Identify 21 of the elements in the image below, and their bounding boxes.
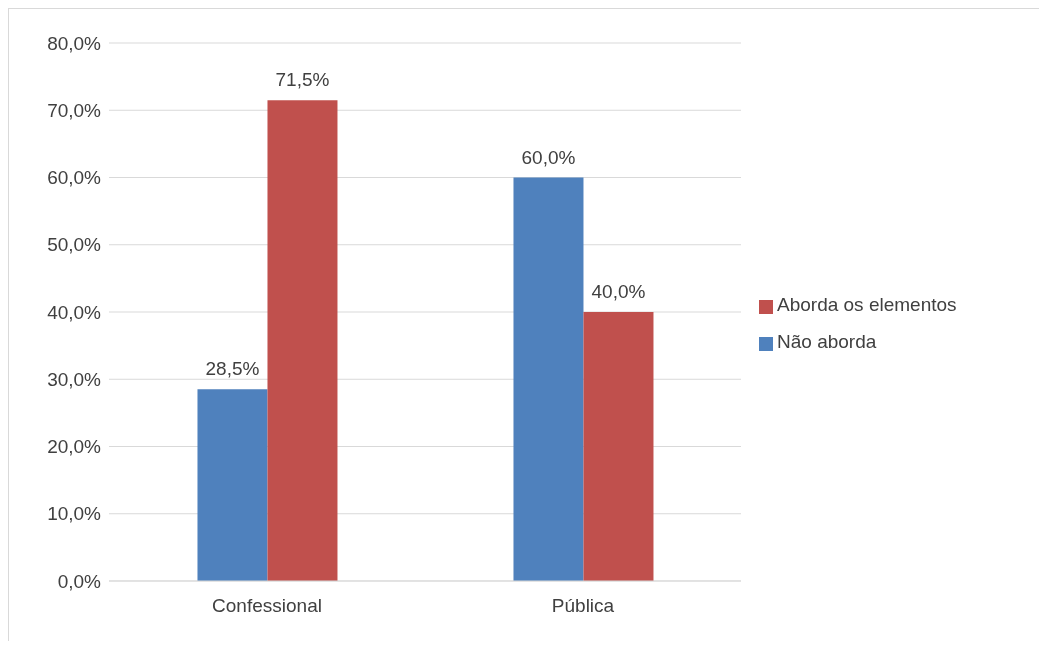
y-tick-label: 0,0% bbox=[57, 570, 102, 592]
data-label: 60,0% bbox=[521, 146, 576, 168]
bar bbox=[583, 312, 654, 581]
y-tick-label: 50,0% bbox=[47, 234, 102, 256]
bar bbox=[267, 100, 338, 581]
legend-label: Aborda os elementos bbox=[777, 294, 957, 315]
y-tick-label: 10,0% bbox=[47, 503, 102, 525]
bar bbox=[513, 177, 584, 581]
y-tick-label: 80,0% bbox=[47, 32, 102, 54]
legend-label: Não aborda bbox=[777, 331, 877, 352]
x-tick-label: Pública bbox=[551, 595, 615, 617]
y-tick-label: 30,0% bbox=[47, 368, 102, 390]
y-tick-label: 20,0% bbox=[47, 436, 102, 458]
data-label: 71,5% bbox=[275, 69, 330, 91]
y-tick-label: 60,0% bbox=[47, 167, 102, 189]
x-tick-label: Confessional bbox=[212, 595, 322, 617]
y-tick-label: 70,0% bbox=[47, 100, 102, 121]
bar bbox=[197, 389, 268, 581]
data-label: 40,0% bbox=[591, 281, 646, 302]
data-label: 28,5% bbox=[205, 358, 260, 380]
y-tick-label: 40,0% bbox=[47, 301, 102, 323]
